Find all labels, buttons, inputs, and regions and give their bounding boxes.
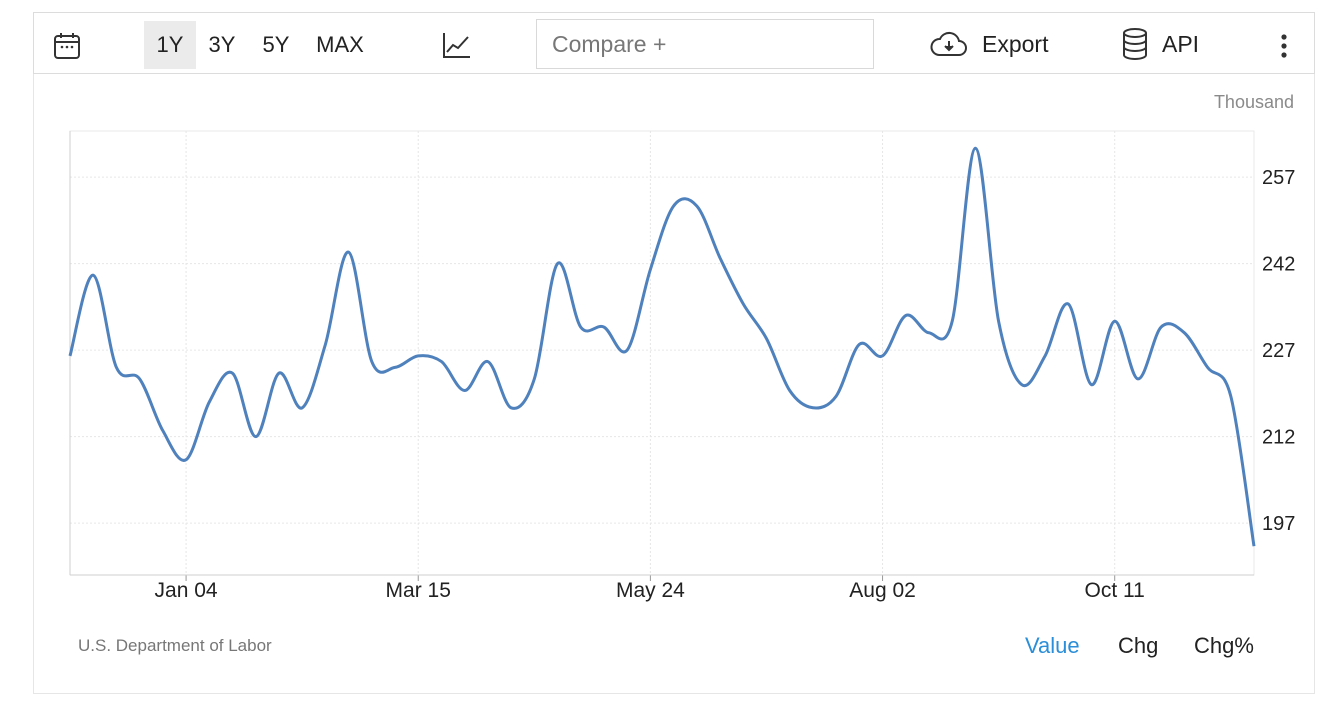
mode-value-button[interactable]: Value [1025,633,1080,658]
range-1y-button[interactable]: 1Y [144,21,196,69]
mode-chg-pct-button[interactable]: Chg% [1194,633,1254,658]
mode-chg-button[interactable]: Chg [1118,633,1159,658]
chart-toolbar: 1Y 3Y 5Y MAX Compare + Export [33,12,1315,74]
unit-label: Thousand [1213,92,1294,112]
database-icon [1122,28,1148,60]
api-label: API [1162,30,1200,57]
calendar-icon[interactable] [50,29,84,63]
api-button[interactable]: API [1122,25,1199,63]
range-3y-button[interactable]: 3Y [208,32,236,57]
range-5y-button[interactable]: 5Y [262,32,290,57]
chart-panel [33,12,1315,694]
range-max-button[interactable]: MAX [316,32,364,57]
cloud-download-icon [930,31,968,57]
line-chart-icon[interactable] [440,29,474,61]
source-label: U.S. Department of Labor [78,636,272,655]
export-button[interactable]: Export [930,25,1048,63]
export-label: Export [982,30,1049,57]
compare-input[interactable]: Compare + [536,19,874,69]
more-vertical-icon[interactable] [1270,31,1298,61]
